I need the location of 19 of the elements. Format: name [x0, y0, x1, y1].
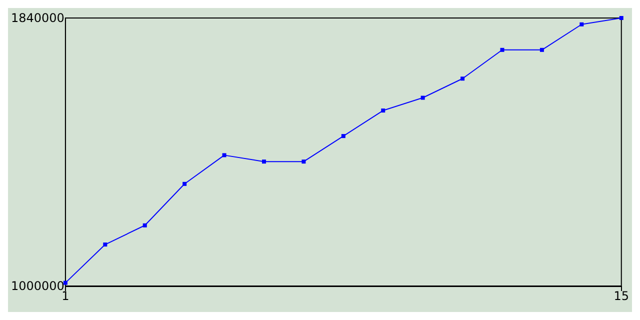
y-tick-label: 1000000: [10, 279, 64, 293]
point: [540, 48, 544, 52]
point: [262, 160, 266, 164]
point: [142, 223, 147, 228]
point: [63, 280, 68, 285]
point: [103, 242, 108, 247]
x-tick-label: 1: [62, 289, 70, 303]
point: [381, 108, 386, 113]
point: [302, 160, 306, 164]
point: [341, 134, 346, 138]
point: [460, 76, 465, 81]
point: [222, 153, 226, 158]
point: [580, 22, 584, 26]
point: [500, 48, 504, 52]
x-tick-label: 15: [614, 289, 630, 303]
point: [619, 16, 624, 20]
point: [420, 96, 425, 100]
y-tick-label: 1840000: [10, 11, 64, 25]
point: [182, 182, 187, 186]
